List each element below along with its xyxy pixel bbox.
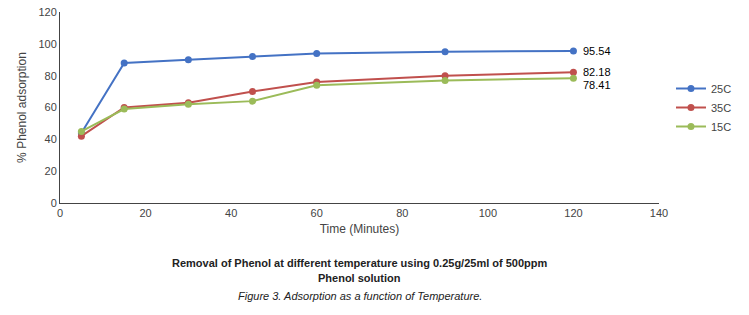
svg-text:100: 100 — [38, 38, 56, 50]
svg-text:80: 80 — [396, 207, 408, 219]
svg-text:20: 20 — [45, 165, 57, 177]
svg-text:40: 40 — [225, 207, 237, 219]
svg-text:Removal of Phenol at different: Removal of Phenol at different temperatu… — [172, 257, 548, 269]
svg-text:40: 40 — [45, 133, 57, 145]
svg-text:15C: 15C — [711, 121, 731, 133]
svg-text:25C: 25C — [711, 83, 731, 95]
svg-text:60: 60 — [311, 207, 323, 219]
svg-text:120: 120 — [38, 6, 56, 18]
svg-text:Time (Minutes): Time (Minutes) — [320, 222, 400, 236]
svg-text:78.41: 78.41 — [583, 79, 611, 91]
svg-text:35C: 35C — [711, 102, 731, 114]
svg-text:120: 120 — [564, 207, 582, 219]
svg-text:60: 60 — [45, 101, 57, 113]
svg-text:Figure 3. Adsorption as a func: Figure 3. Adsorption as a function of Te… — [238, 290, 482, 302]
svg-text:80: 80 — [45, 70, 57, 82]
svg-text:140: 140 — [650, 207, 668, 219]
svg-text:100: 100 — [479, 207, 497, 219]
svg-text:20: 20 — [139, 207, 151, 219]
svg-text:82.18: 82.18 — [583, 66, 611, 78]
svg-text:Phenol solution: Phenol solution — [318, 272, 401, 284]
svg-text:0: 0 — [51, 197, 57, 209]
svg-text:95.54: 95.54 — [583, 45, 611, 57]
svg-text:% Phenol adsorption: % Phenol adsorption — [15, 52, 29, 163]
svg-text:0: 0 — [57, 207, 63, 219]
